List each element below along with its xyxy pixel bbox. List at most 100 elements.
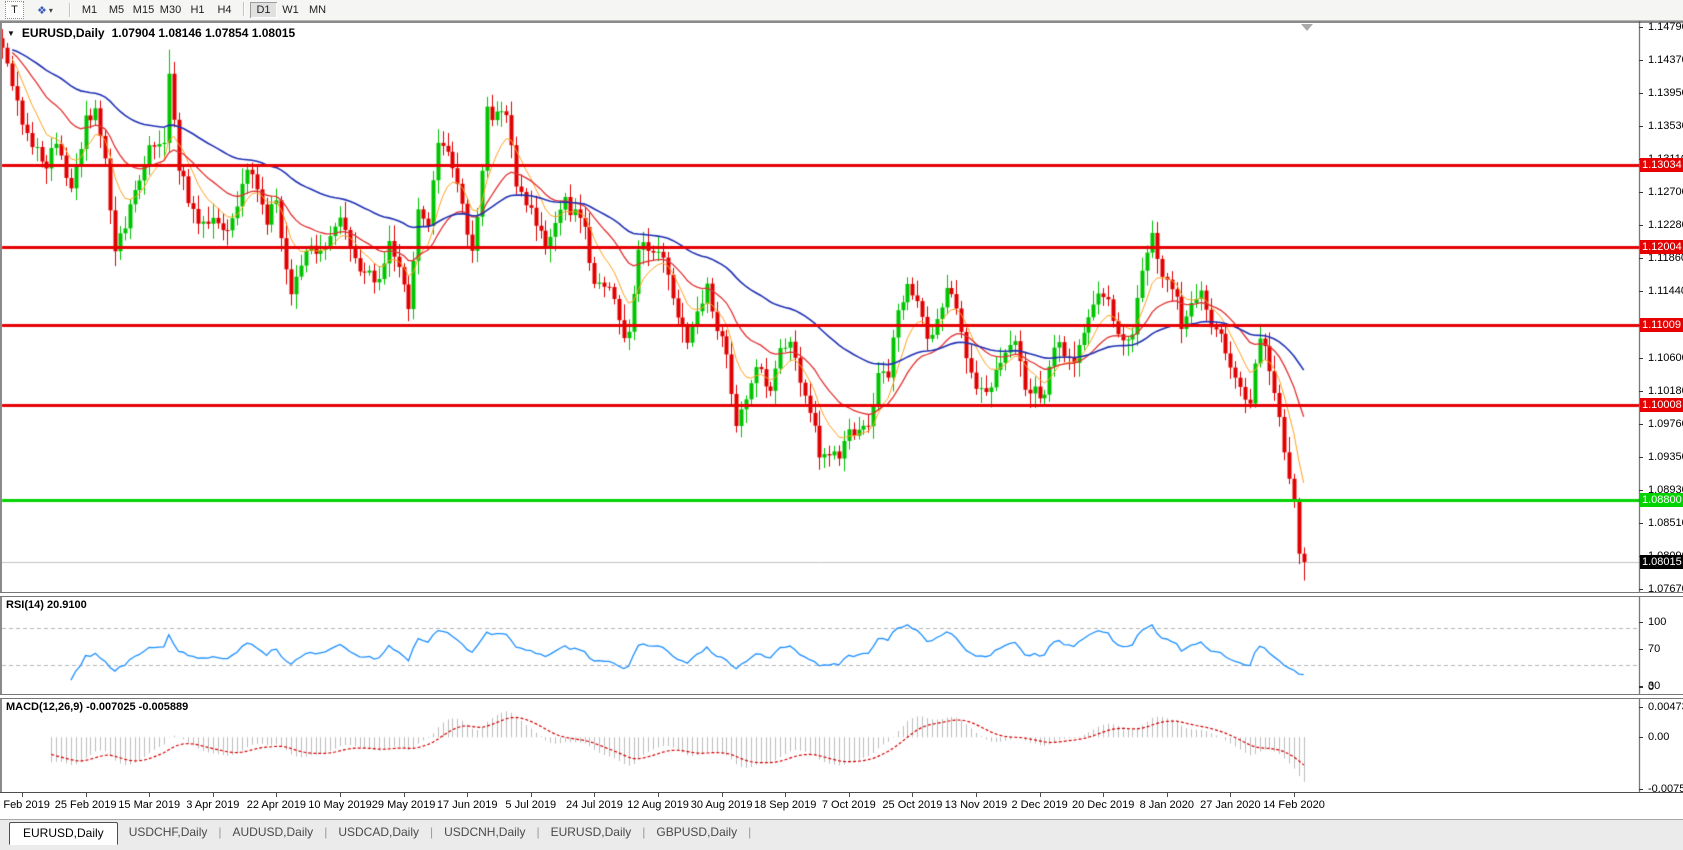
chart-tab-3-usdcad-daily[interactable]: USDCAD,Daily xyxy=(338,825,419,839)
chart-style-icon: ❖ xyxy=(37,4,47,17)
tab-divider: | xyxy=(748,825,752,839)
chart-style-dropdown-button[interactable]: ❖ ▾ xyxy=(30,2,60,18)
chart-title: ▼ EURUSD,Daily 1.07904 1.08146 1.07854 1… xyxy=(7,26,295,40)
date-tick-label: 14 Feb 2020 xyxy=(1263,799,1325,811)
text-label-tool-button[interactable]: T xyxy=(5,1,24,19)
price-tick-mark xyxy=(1639,126,1643,128)
hline-price-tag: 1.08800 xyxy=(1640,492,1683,507)
timeframe-button-d1[interactable]: D1 xyxy=(250,2,277,18)
panel-resize-handle-rsi[interactable] xyxy=(0,592,1683,597)
timeframe-button-m30[interactable]: M30 xyxy=(159,4,182,16)
timeframe-button-h1[interactable]: H1 xyxy=(190,4,205,16)
timeframe-button-w1[interactable]: W1 xyxy=(282,4,299,16)
price-tick-label: 1.09760 xyxy=(1648,418,1683,431)
date-tick-label: 24 Jul 2019 xyxy=(565,799,623,811)
date-tick-label: 17 Jun 2019 xyxy=(436,799,498,811)
date-tick-label: 5 Jul 2019 xyxy=(505,799,557,811)
price-tick-label: 1.14370 xyxy=(1648,53,1683,66)
chart-tab-0-eurusd-daily[interactable]: EURUSD,Daily xyxy=(9,822,118,845)
price-tick-mark xyxy=(1639,191,1643,193)
macd-indicator-label: MACD(12,26,9) -0.007025 -0.005889 xyxy=(6,701,189,713)
date-tick-mark xyxy=(721,793,723,797)
date-tick-label: 30 Aug 2019 xyxy=(690,799,753,811)
rsi-tick-label: 100 xyxy=(1648,616,1667,628)
chart-tab-1-usdchf-daily[interactable]: USDCHF,Daily xyxy=(128,825,208,839)
date-tick-label: 6 Feb 2019 xyxy=(0,799,50,811)
chart-shift-marker-icon[interactable] xyxy=(1301,24,1313,31)
chart-tab-2-audusd-daily[interactable]: AUDUSD,Daily xyxy=(232,825,314,839)
price-tick-mark xyxy=(1639,456,1643,458)
date-tick-mark xyxy=(785,793,787,797)
date-tick-label: 27 Jan 2020 xyxy=(1200,799,1261,811)
tab-divider: | xyxy=(324,825,328,839)
price-tick-mark xyxy=(1639,225,1643,227)
date-tick-mark xyxy=(1103,793,1105,797)
price-tick-label: 1.12700 xyxy=(1648,185,1683,198)
rsi-tick-label: 0 xyxy=(1648,681,1655,693)
ohlc-collapse-arrow[interactable]: ▼ xyxy=(7,28,15,38)
rsi-tick-mark xyxy=(1639,622,1643,623)
date-tick-mark xyxy=(22,793,23,797)
date-tick-mark xyxy=(340,793,341,797)
date-tick-mark xyxy=(467,793,469,797)
rsi-tick-mark xyxy=(1639,649,1643,651)
price-tick-mark xyxy=(1639,291,1643,293)
date-tick-mark xyxy=(658,793,659,797)
timeframe-button-h4[interactable]: H4 xyxy=(217,4,232,16)
hline-price-tag: 1.11009 xyxy=(1640,318,1683,333)
date-tick-mark xyxy=(912,793,914,797)
date-tick-label: 12 Aug 2019 xyxy=(627,799,689,811)
date-tick-label: 25 Feb 2019 xyxy=(54,799,117,811)
date-tick-label: 29 May 2019 xyxy=(371,799,436,811)
date-tick-label: 20 Dec 2019 xyxy=(1071,799,1135,811)
chart-tab-5-eurusd-daily[interactable]: EURUSD,Daily xyxy=(550,825,632,839)
price-axis[interactable]: 1.147901.143701.139501.135301.131101.127… xyxy=(1639,21,1683,795)
price-tick-mark xyxy=(1639,26,1643,28)
chart-tab-4-usdcnh-daily[interactable]: USDCNH,Daily xyxy=(444,825,526,839)
date-tick-label: 18 Sep 2019 xyxy=(753,799,817,811)
date-tick-mark xyxy=(212,793,214,797)
macd-tick-mark xyxy=(1639,789,1643,790)
hline-price-tag: 1.10008 xyxy=(1640,397,1683,412)
date-tick-label: 15 Mar 2019 xyxy=(118,799,181,811)
price-tick-mark xyxy=(1639,59,1643,61)
chevron-down-icon: ▾ xyxy=(48,5,53,15)
rsi-tick-label: 70 xyxy=(1648,643,1661,656)
date-tick-mark xyxy=(594,793,596,797)
current-price-tag: 1.08015 xyxy=(1640,555,1683,569)
price-tick-label: 1.13530 xyxy=(1648,120,1683,133)
timeframe-button-mn[interactable]: MN xyxy=(308,4,327,16)
date-tick-mark xyxy=(276,793,278,797)
date-tick-label: 22 Apr 2019 xyxy=(246,799,307,811)
date-tick-label: 25 Oct 2019 xyxy=(882,799,943,811)
date-tick-mark xyxy=(1230,793,1232,797)
rsi-tick-label: 30 xyxy=(1648,679,1661,692)
price-tick-mark xyxy=(1639,93,1643,95)
hline-price-tag: 1.12004 xyxy=(1640,239,1683,254)
chart-window-left-border xyxy=(0,21,2,793)
timeframe-button-m5[interactable]: M5 xyxy=(108,4,125,16)
toolbar-separator xyxy=(69,3,71,17)
price-tick-mark xyxy=(1639,258,1643,260)
date-tick-mark xyxy=(403,793,405,797)
macd-tick-mark xyxy=(1639,737,1643,739)
date-tick-label: 13 Nov 2019 xyxy=(944,799,1008,811)
price-tick-label: 1.11860 xyxy=(1648,252,1683,265)
price-tick-mark xyxy=(1639,390,1643,392)
date-tick-label: 10 May 2019 xyxy=(308,799,372,811)
date-tick-mark xyxy=(976,793,977,797)
price-tick-label: 1.13950 xyxy=(1648,87,1683,100)
price-tick-label: 1.12280 xyxy=(1648,219,1683,232)
chart-ohlc-readout: 1.07904 1.08146 1.07854 1.08015 xyxy=(111,26,296,40)
panel-resize-handle-macd[interactable] xyxy=(0,694,1683,699)
tab-divider: | xyxy=(218,825,222,839)
tab-divider: | xyxy=(642,825,646,839)
chart-tab-6-gbpusd-daily[interactable]: GBPUSD,Daily xyxy=(656,825,738,839)
timeframe-button-m15[interactable]: M15 xyxy=(132,4,155,16)
timeframe-button-m1[interactable]: M1 xyxy=(81,4,98,16)
chart-tab-bar: EURUSD,Daily USDCHF,Daily | AUDUSD,Daily | US… xyxy=(0,819,1683,850)
price-tick-label: 1.11440 xyxy=(1648,285,1683,298)
